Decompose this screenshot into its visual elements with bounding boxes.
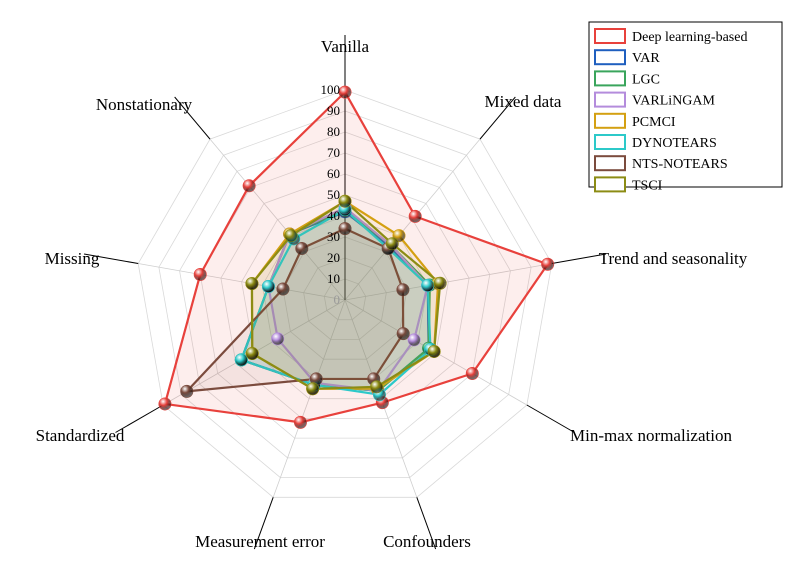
data-point — [385, 237, 399, 251]
axis-line — [416, 497, 437, 550]
data-point — [408, 209, 422, 223]
legend-entry: DYNOTEARS — [632, 136, 717, 151]
tick-layer: 0 10 20 30 40 50 60 70 80 90 100 — [321, 82, 341, 307]
tick-label: 60 — [327, 166, 340, 181]
tick-label: 30 — [327, 229, 340, 244]
data-point — [370, 380, 384, 394]
legend: Deep learning-based VAR LGC VARLiNGAM PCMCI D… — [588, 21, 783, 193]
axis-line — [551, 253, 607, 265]
grid-ring — [323, 278, 367, 321]
axis-label: Min-max normalization — [570, 426, 732, 445]
axis-spoke — [272, 299, 346, 498]
data-point — [234, 353, 248, 367]
grid-ring — [137, 89, 553, 498]
axis-spoke — [209, 138, 346, 301]
series-polygon-dynotears — [240, 208, 432, 396]
data-point — [293, 415, 307, 429]
grid-ring — [241, 194, 449, 400]
data-point — [158, 397, 172, 411]
tick-label: 50 — [327, 187, 340, 202]
data-point — [338, 194, 352, 208]
axis-line — [479, 96, 516, 140]
data-point — [338, 222, 352, 236]
axis-spoke — [138, 263, 346, 301]
data-point — [306, 382, 320, 396]
axis-label-layer: Vanilla Mixed data Trend and seasonality Mi… — [36, 37, 748, 551]
legend-swatch — [594, 134, 626, 150]
data-point — [338, 85, 352, 99]
legend-swatch — [594, 49, 626, 66]
data-point — [245, 277, 259, 291]
data-point — [427, 344, 441, 358]
axis-label: Mixed data — [485, 92, 562, 111]
legend-swatch — [594, 155, 626, 172]
data-point — [271, 332, 285, 346]
grid-ring — [158, 110, 532, 479]
data-point — [261, 280, 275, 294]
axis-label: Vanilla — [321, 37, 370, 56]
tick-label: 80 — [327, 124, 340, 139]
axis-line — [83, 253, 139, 265]
data-point — [433, 276, 447, 290]
grid-ring — [220, 173, 470, 419]
data-point — [180, 384, 194, 398]
legend-entry: VAR — [632, 51, 660, 66]
tick-label: 10 — [327, 271, 340, 286]
axis-spoke — [344, 263, 552, 301]
legend-entry: NTS-NOTEARS — [632, 157, 728, 172]
legend-entry: LGC — [632, 72, 660, 87]
tick-label: 20 — [327, 250, 340, 265]
axis-line — [115, 404, 164, 433]
legend-swatch — [594, 28, 626, 44]
data-point — [295, 242, 309, 256]
data-point — [541, 257, 555, 271]
tick-label: 100 — [321, 82, 341, 97]
grid-ring — [179, 131, 511, 459]
legend-entry: PCMCI — [632, 115, 676, 130]
legend-entry: VARLiNGAM — [632, 94, 716, 109]
data-point — [245, 347, 259, 361]
legend-swatch — [594, 176, 626, 193]
grid-ring — [303, 257, 387, 340]
data-point — [284, 229, 298, 243]
tick-label: 70 — [327, 145, 340, 160]
legend-swatch — [594, 112, 626, 129]
data-point — [396, 283, 410, 297]
data-point — [407, 333, 421, 347]
axis-label: Missing — [45, 249, 100, 268]
axis-label: Trend and seasonality — [599, 249, 748, 268]
axis-line — [526, 404, 575, 433]
axis-line — [174, 96, 211, 140]
axis-line — [253, 497, 274, 550]
legend-swatch — [594, 70, 626, 87]
axis-label: Confounders — [383, 532, 471, 551]
data-point — [465, 366, 479, 380]
legend-entry: Deep learning-based — [632, 30, 747, 45]
series-layer — [158, 85, 555, 429]
series-polygon-nts-notears — [185, 227, 405, 393]
data-point — [193, 267, 207, 281]
tick-label: 0 — [334, 292, 341, 307]
tick-label: 40 — [327, 208, 340, 223]
series-polygon-deep-learning-based — [163, 90, 549, 424]
data-point — [242, 179, 256, 193]
data-point — [421, 278, 435, 292]
data-point — [276, 282, 290, 296]
legend-entry: TSCI — [632, 178, 663, 193]
data-point — [396, 327, 410, 341]
axis-label: Measurement error — [195, 532, 325, 551]
tick-label: 90 — [327, 103, 340, 118]
axis-label: Standardized — [36, 426, 125, 445]
axis-label: Nonstationary — [96, 95, 193, 114]
legend-swatch — [594, 91, 626, 108]
